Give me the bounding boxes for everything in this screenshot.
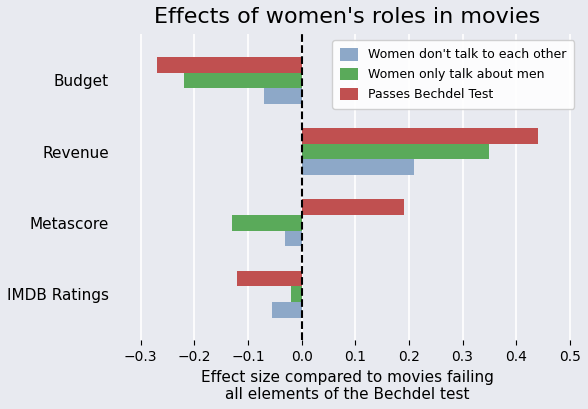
X-axis label: Effect size compared to movies failing
all elements of the Bechdel test: Effect size compared to movies failing a… (201, 370, 494, 402)
Bar (302, 199, 403, 215)
Bar (302, 128, 537, 144)
Bar (264, 88, 302, 104)
Legend: Women don't talk to each other, Women only talk about men, Passes Bechdel Test: Women don't talk to each other, Women on… (332, 40, 574, 109)
Bar (302, 144, 489, 160)
Title: Effects of women's roles in movies: Effects of women's roles in movies (154, 7, 540, 27)
Bar (232, 215, 302, 231)
Bar (157, 57, 302, 72)
Bar (272, 302, 302, 317)
Bar (183, 72, 302, 88)
Bar (291, 286, 302, 302)
Bar (302, 160, 415, 175)
Bar (286, 231, 302, 246)
Bar (237, 271, 302, 286)
